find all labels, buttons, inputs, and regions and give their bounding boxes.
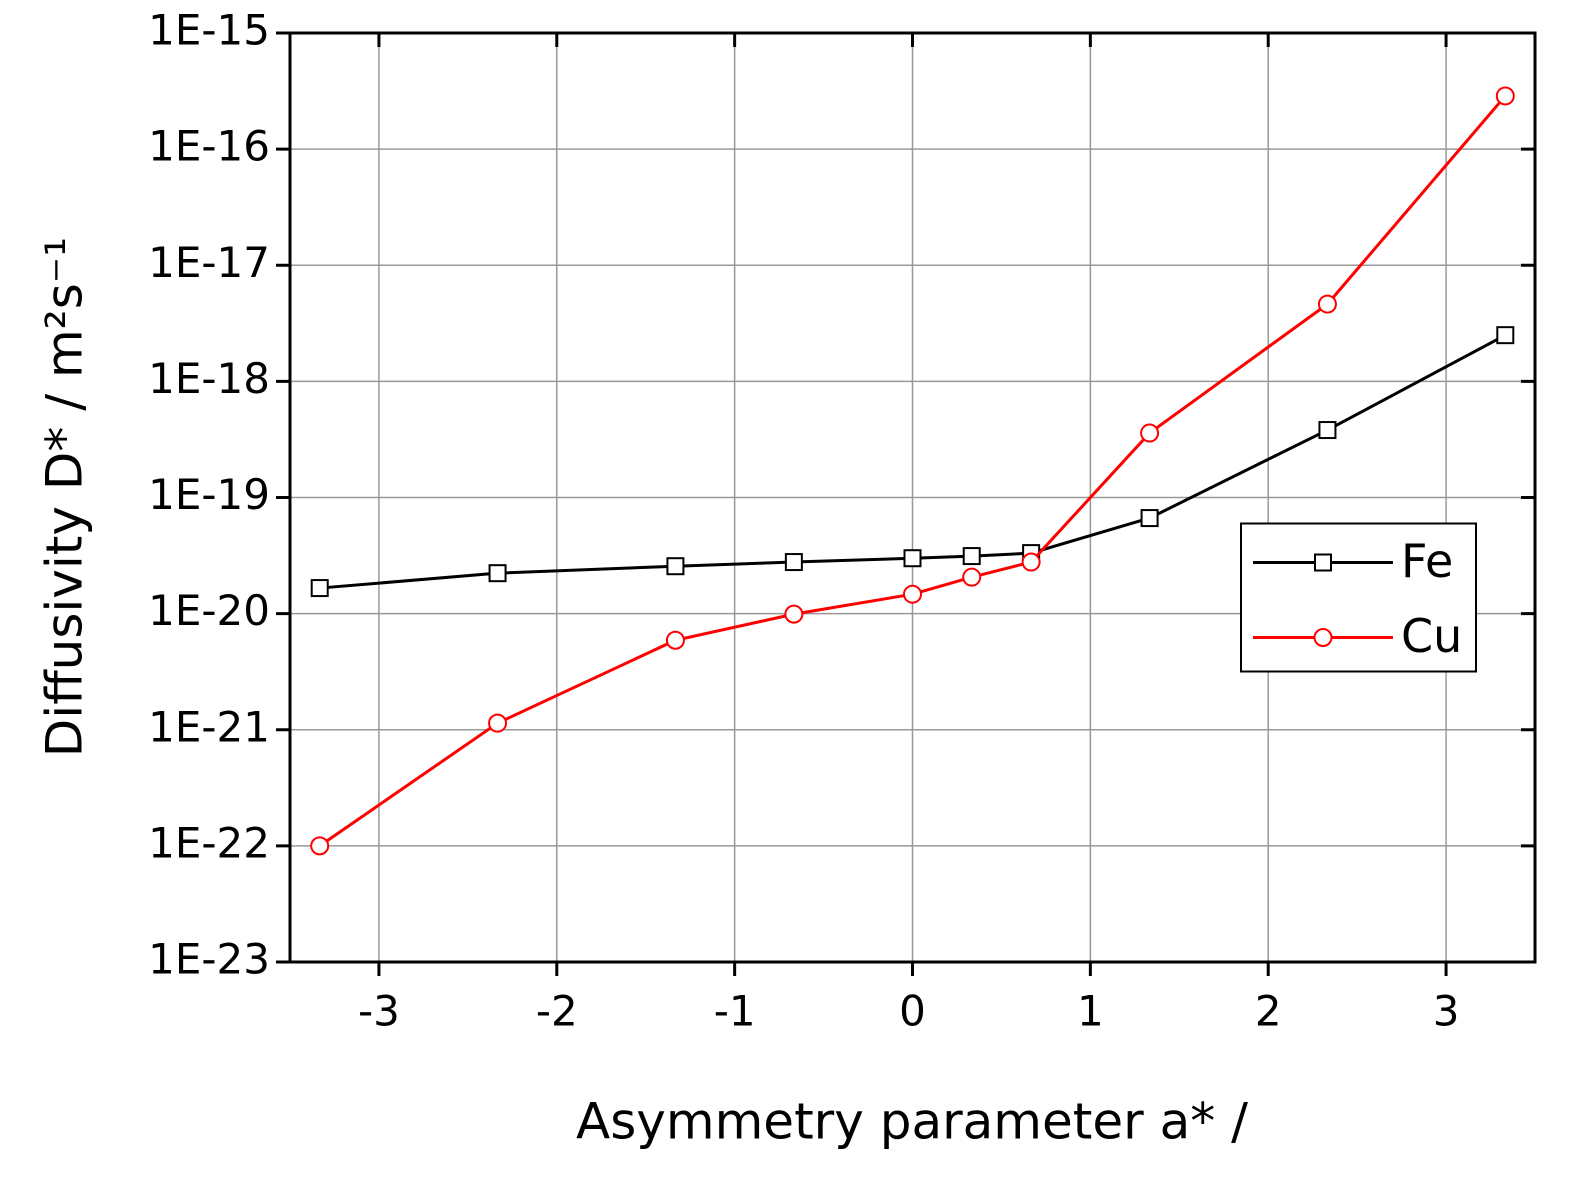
marker (1021, 552, 1041, 572)
y-tick-label: 1E-22 (148, 818, 270, 867)
marker (665, 630, 685, 650)
y-tick-label: 1E-23 (148, 935, 270, 984)
x-tick-label: 3 (1433, 987, 1460, 1036)
marker (1317, 294, 1337, 314)
x-tick-label: -1 (714, 987, 756, 1036)
marker (488, 564, 507, 583)
marker (310, 579, 329, 598)
marker (1496, 326, 1515, 345)
marker (1495, 86, 1515, 106)
marker (1140, 509, 1159, 528)
x-tick-label: -2 (536, 987, 578, 1036)
marker (784, 604, 804, 624)
y-tick-label: 1E-15 (148, 6, 270, 55)
x-tick-label: -3 (358, 987, 400, 1036)
marker (903, 549, 922, 568)
marker (784, 553, 803, 572)
marker (962, 567, 982, 587)
marker (1318, 421, 1337, 440)
y-axis-label: Diffusivity D* / m²s⁻¹ (36, 237, 94, 757)
y-tick-label: 1E-20 (148, 586, 270, 635)
x-axis-label: Asymmetry parameter a* / (576, 1093, 1248, 1151)
legend: Fe Cu (1240, 522, 1477, 673)
x-tick-label: 1 (1077, 987, 1104, 1036)
series-line (319, 333, 1507, 590)
y-tick-label: 1E-18 (148, 354, 270, 403)
x-tick-label: 0 (899, 987, 926, 1036)
marker (1140, 423, 1160, 443)
y-tick-label: 1E-16 (148, 122, 270, 171)
legend-label: Cu (1401, 609, 1462, 663)
y-tick-label: 1E-17 (148, 238, 270, 287)
marker (903, 584, 922, 604)
marker (310, 836, 330, 856)
legend-box (1240, 522, 1477, 673)
marker (962, 547, 981, 566)
x-tick-label: 2 (1255, 987, 1282, 1036)
marker (666, 557, 685, 576)
series-line (318, 94, 1507, 848)
marker (488, 713, 508, 733)
marker (1313, 628, 1333, 647)
legend-label: Fe (1401, 534, 1453, 588)
marker (1314, 553, 1332, 572)
y-tick-label: 1E-21 (148, 702, 270, 751)
y-tick-label: 1E-19 (148, 470, 270, 519)
